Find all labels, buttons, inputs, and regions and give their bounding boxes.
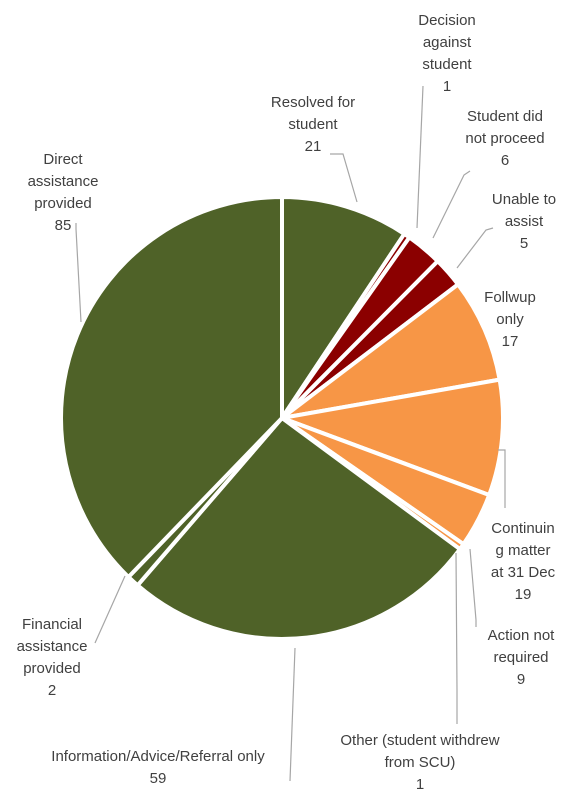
data-label-text: not proceed [465, 130, 544, 147]
data-label-text: Other (student withdrew [340, 732, 499, 749]
slice-label-decision-against-student: Decision against student 1 [418, 12, 476, 95]
data-label-value: 1 [443, 78, 451, 95]
pie-slice-direct-assistance-provided [59, 195, 284, 579]
data-label-text: Direct [43, 151, 83, 168]
slice-label-continuing-matter-at-31-dec: Continuin g matter at 31 Dec 19 [491, 520, 556, 603]
data-label-text: Unable to [492, 191, 556, 208]
slice-label-resolved-for-student: Resolved for student 21 [271, 94, 355, 155]
pie-slices [59, 195, 505, 642]
data-label-text: student [288, 116, 338, 133]
data-label-value: 21 [305, 138, 322, 155]
data-label-value: 6 [501, 152, 509, 169]
data-label-text: g matter [495, 542, 550, 559]
leader-line-continuing-matter-at-31-dec [498, 449, 506, 508]
data-label-value: 59 [150, 770, 167, 787]
data-label-text: assistance [17, 638, 88, 655]
slice-label-unable-to-assist: Unable to assist 5 [492, 191, 556, 252]
pie-slice-follwup-only [280, 282, 502, 420]
slice-label-student-did-not-proceed: Student did not proceed 6 [465, 108, 544, 169]
leader-line-financial-assistance-provided [94, 575, 126, 644]
leader-line-information-advice-referral-only [289, 647, 296, 782]
leader-line-decision-against-student [416, 85, 424, 229]
pie-slice-continuing-matter-at-31-dec [280, 377, 505, 498]
data-label-text: Decision [418, 12, 476, 29]
data-label-text: at 31 Dec [491, 564, 556, 581]
slice-label-direct-assistance-provided: Direct assistance provided 85 [28, 151, 99, 234]
data-label-text: Resolved for [271, 94, 355, 111]
data-label-text: from SCU) [385, 754, 456, 771]
data-label-text: required [493, 649, 548, 666]
pie-slice-information-advice-referral-only [135, 416, 462, 642]
data-label-text: student [422, 56, 472, 73]
data-label-text: assistance [28, 173, 99, 190]
slice-label-information-advice-referral-only: Information/Advice/Referral only 59 [51, 748, 265, 787]
data-label-value: 17 [502, 333, 519, 350]
slice-label-follwup-only: Follwup only 17 [484, 289, 536, 350]
leader-line-unable-to-assist [456, 227, 494, 269]
leader-line-resolved-for-student [330, 153, 358, 203]
leader-line-action-not-required [469, 548, 477, 627]
data-label-text: Continuin [491, 520, 554, 537]
data-label-text: Financial [22, 616, 82, 633]
data-label-text: Follwup [484, 289, 536, 306]
data-label-value: 2 [48, 682, 56, 699]
data-label-text: provided [34, 195, 92, 212]
data-label-text: Student did [467, 108, 543, 125]
data-label-text: provided [23, 660, 81, 677]
data-label-value: 1 [416, 776, 424, 790]
data-label-value: 85 [55, 217, 72, 234]
slice-label-other-student-withdrew-from-scu: Other (student withdrew from SCU) 1 [340, 732, 499, 790]
leader-line-other-student-withdrew-from-scu [455, 552, 458, 724]
slice-label-financial-assistance-provided: Financial assistance provided 2 [17, 616, 88, 699]
leader-lines [75, 85, 506, 782]
data-label-value: 9 [517, 671, 525, 688]
leader-line-direct-assistance-provided [75, 223, 82, 323]
data-label-value: 5 [520, 235, 528, 252]
leader-line-student-did-not-proceed [432, 170, 471, 239]
data-label-text: against [423, 34, 472, 51]
data-label-text: Information/Advice/Referral only [51, 748, 265, 765]
pie-slice-resolved-for-student [280, 195, 407, 420]
data-label-text: assist [505, 213, 544, 230]
data-label-text: only [496, 311, 524, 328]
data-label-value: 19 [515, 586, 532, 603]
data-label-text: Action not [488, 627, 556, 644]
slice-label-action-not-required: Action not required 9 [488, 627, 556, 688]
